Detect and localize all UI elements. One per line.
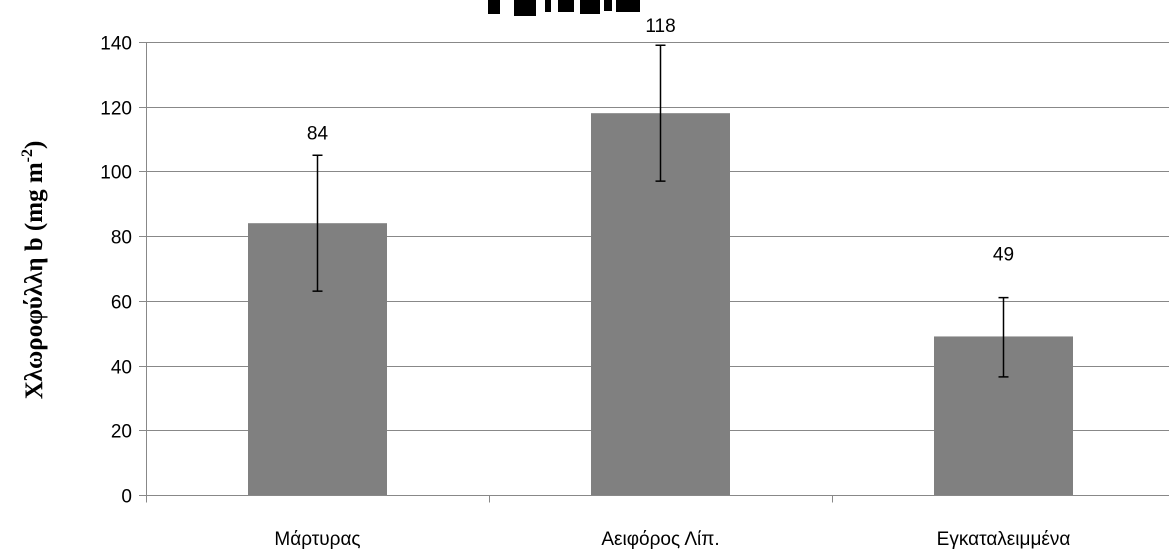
y-tick-label: 20 [111,422,132,443]
y-tick-label: 0 [121,487,132,508]
error-bars [312,44,1009,378]
title-fragment-mark [604,0,612,11]
y-axis-title-end: ) [21,141,48,149]
y-axis-title: Χλωροφύλλη b (mg m-2) [19,141,48,400]
y-tick-label: 100 [100,163,132,184]
category-label: Αειφόρος Λίπ. [601,529,719,550]
title-fragment-mark [558,0,574,12]
y-tick-labels: 0 20 40 60 80 100 120 140 [100,34,132,508]
title-fragment-mark [488,0,500,14]
y-axis-title-main: Χλωροφύλλη b (mg m [21,162,48,399]
data-labels: 84 118 49 [307,16,1014,266]
y-tick-label: 80 [111,228,132,249]
data-label: 84 [307,123,329,144]
title-fragment-mark [514,0,536,16]
title-fragment-mark [580,0,600,14]
title-fragment [488,0,640,16]
data-label: 118 [645,16,675,37]
category-labels: Μάρτυρας Αειφόρος Λίπ. Εγκαταλειμμένα [274,529,1070,550]
y-axis-title-superscript: -2 [19,149,36,162]
y-tick-label: 60 [111,293,132,314]
title-fragment-mark [616,0,640,12]
axes [139,42,1169,503]
y-tick-label: 120 [100,99,132,120]
data-label: 49 [993,245,1014,266]
y-tick-label: 140 [100,34,132,55]
category-label: Μάρτυρας [274,529,360,550]
category-label: Εγκαταλειμμένα [937,529,1071,550]
y-tick-label: 40 [111,358,132,379]
title-fragment-mark [545,0,551,12]
